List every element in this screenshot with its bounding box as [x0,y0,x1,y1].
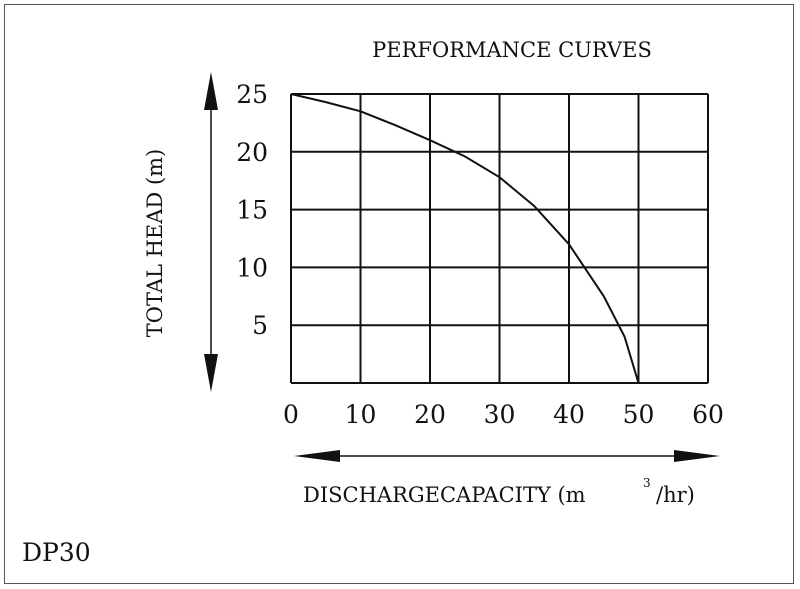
x-axis-label-superscript: 3 [643,476,651,490]
performance-curve [290,93,640,384]
y-axis-arrow [204,72,218,392]
y-axis-label: TOTAL HEAD (m) [143,149,167,338]
x-tick-label: 60 [692,400,724,429]
chart-frame [4,4,794,584]
y-tick-label: 10 [236,253,268,282]
x-axis-label-unit: /hr) [656,483,695,507]
y-tick-label: 25 [236,80,268,109]
plot-grid [290,93,709,384]
y-tick-label: 5 [252,311,268,340]
x-tick-labels: 0 10 20 30 40 50 60 [283,400,724,429]
y-tick-label: 20 [236,138,268,167]
model-label: DP30 [22,538,91,567]
x-axis-label: DISCHARGECAPACITY (m [303,483,586,507]
x-tick-label: 30 [484,400,516,429]
x-tick-label: 40 [553,400,585,429]
x-tick-label: 10 [345,400,377,429]
x-tick-label: 50 [623,400,655,429]
x-tick-label: 20 [414,400,446,429]
x-axis-arrow [294,450,720,462]
y-tick-labels: 5 10 15 20 25 [236,80,268,340]
chart-title: PERFORMANCE CURVES [372,38,652,62]
y-tick-label: 15 [236,196,268,225]
x-tick-label: 0 [283,400,299,429]
